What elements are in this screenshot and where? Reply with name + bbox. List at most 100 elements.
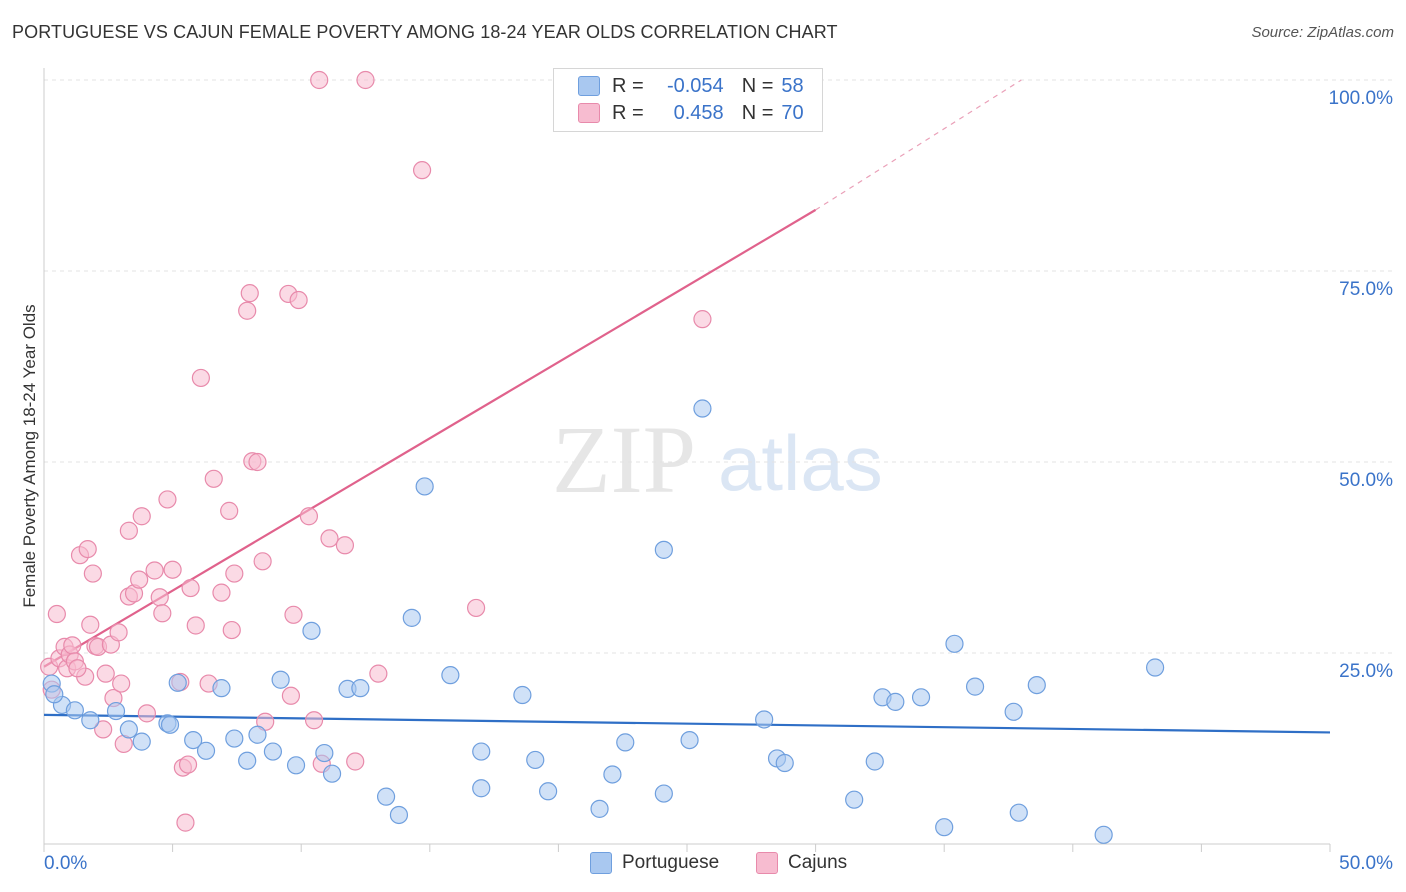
y-tick-label: 50.0% xyxy=(1339,470,1393,491)
cajuns-swatch xyxy=(756,852,778,874)
legend-n-label: N = xyxy=(741,74,774,97)
cajuns-point xyxy=(109,623,128,642)
cajuns-point xyxy=(356,70,375,90)
cajuns-point xyxy=(132,507,151,526)
legend-r-label: R = xyxy=(612,74,644,97)
portuguese-point xyxy=(1146,658,1165,677)
cajuns-point xyxy=(212,583,231,602)
portuguese-point xyxy=(755,710,774,729)
portuguese-point xyxy=(263,742,283,761)
cajuns-point xyxy=(78,539,97,559)
cajuns-point xyxy=(176,813,195,832)
cajuns-point xyxy=(96,664,115,683)
portuguese-point xyxy=(132,732,151,751)
portuguese-point xyxy=(1094,825,1113,844)
cajuns-point xyxy=(346,752,365,771)
portuguese-point xyxy=(286,756,306,775)
cajuns-point xyxy=(335,536,355,555)
legend-label: Cajuns xyxy=(788,852,848,873)
legend-r-value: -0.054 xyxy=(666,74,724,97)
portuguese-point xyxy=(472,742,491,761)
portuguese-point xyxy=(886,692,905,711)
portuguese-point xyxy=(65,701,84,720)
cajuns-point xyxy=(369,664,388,683)
portuguese-point xyxy=(654,540,673,559)
cajuns-point xyxy=(178,755,198,774)
cajuns-point xyxy=(412,161,432,180)
portuguese-swatch xyxy=(590,852,612,874)
cajuns-point xyxy=(158,490,177,509)
cajuns-point xyxy=(47,604,66,624)
portuguese-point xyxy=(1009,803,1028,822)
portuguese-point xyxy=(845,790,864,809)
portuguese-point xyxy=(160,715,180,734)
axis-labels: 100.0% 75.0% 50.0% 25.0% 0.0% 50.0% Female Pov… xyxy=(20,88,1393,874)
portuguese-point xyxy=(865,752,884,771)
portuguese-point xyxy=(168,673,187,692)
cajuns-point xyxy=(238,301,257,320)
legend-r-label: R = xyxy=(612,101,644,124)
cajuns-point xyxy=(225,564,244,583)
portuguese-point xyxy=(654,784,673,803)
portuguese-point xyxy=(911,688,931,707)
cajuns-point xyxy=(204,469,223,488)
portuguese-point xyxy=(526,750,545,770)
portuguese-point xyxy=(376,787,396,806)
cajuns-point xyxy=(299,507,319,526)
portuguese-point xyxy=(680,730,699,750)
chart-title: PORTUGUESE VS CAJUN FEMALE POVERTY AMONG… xyxy=(12,22,838,42)
portuguese-point xyxy=(1004,702,1023,721)
portuguese-point xyxy=(184,730,203,750)
portuguese-point xyxy=(935,818,954,837)
portuguese-point xyxy=(693,399,712,418)
y-tick-label: 25.0% xyxy=(1339,661,1393,682)
legend-n-label: N = xyxy=(741,101,774,124)
cajuns-trend-line xyxy=(43,208,817,668)
portuguese-point xyxy=(212,679,231,698)
cajuns-point xyxy=(63,636,82,655)
portuguese-point xyxy=(539,782,558,801)
legend-label: Portuguese xyxy=(622,852,720,873)
legend-item-portuguese[interactable]: Portuguese xyxy=(590,852,719,874)
cajuns-point xyxy=(220,501,239,520)
legend-item-cajuns[interactable]: Cajuns xyxy=(756,852,847,874)
cajuns-point xyxy=(284,605,303,624)
source-label: Source: ZipAtlas.com xyxy=(1251,24,1394,41)
cajuns-point xyxy=(466,598,486,618)
legend-row-portuguese: R = -0.054 N = 58 xyxy=(578,73,804,99)
cajuns-point xyxy=(137,704,156,723)
portuguese-point xyxy=(1027,675,1046,695)
cajuns-point xyxy=(81,615,100,634)
portuguese-point xyxy=(196,741,216,760)
x-max-label: 50.0% xyxy=(1339,853,1393,874)
portuguese-point xyxy=(603,765,622,784)
portuguese-point xyxy=(271,670,290,689)
portuguese-point xyxy=(513,685,532,705)
grid xyxy=(44,79,1392,654)
cajuns-point xyxy=(186,616,205,635)
cajuns-point xyxy=(119,521,138,540)
portuguese-point xyxy=(302,621,321,640)
cajuns-point xyxy=(130,570,149,589)
cajuns-point xyxy=(240,284,259,303)
portuguese-point xyxy=(616,733,635,752)
series-legend: Portuguese Cajuns xyxy=(0,852,1406,878)
watermark-atlas: atlas xyxy=(718,419,883,507)
cajuns-point xyxy=(94,720,113,739)
portuguese-trend-line xyxy=(43,713,1331,734)
cajuns-point xyxy=(153,604,172,623)
portuguese-point xyxy=(415,477,434,496)
x-min-label: 0.0% xyxy=(44,853,87,874)
cajuns-point xyxy=(83,564,102,583)
legend-n-value: 58 xyxy=(781,74,804,97)
portuguese-point xyxy=(45,685,64,704)
cajuns-point xyxy=(163,560,182,579)
correlation-legend: R = -0.054 N = 58 R = 0.458 N = 70 xyxy=(553,68,823,132)
portuguese-point xyxy=(106,701,126,721)
portuguese-point xyxy=(119,720,138,739)
cajuns-point xyxy=(191,368,210,388)
cajuns-point xyxy=(253,552,272,571)
y-tick-label: 100.0% xyxy=(1329,88,1394,109)
portuguese-swatch xyxy=(578,76,600,96)
